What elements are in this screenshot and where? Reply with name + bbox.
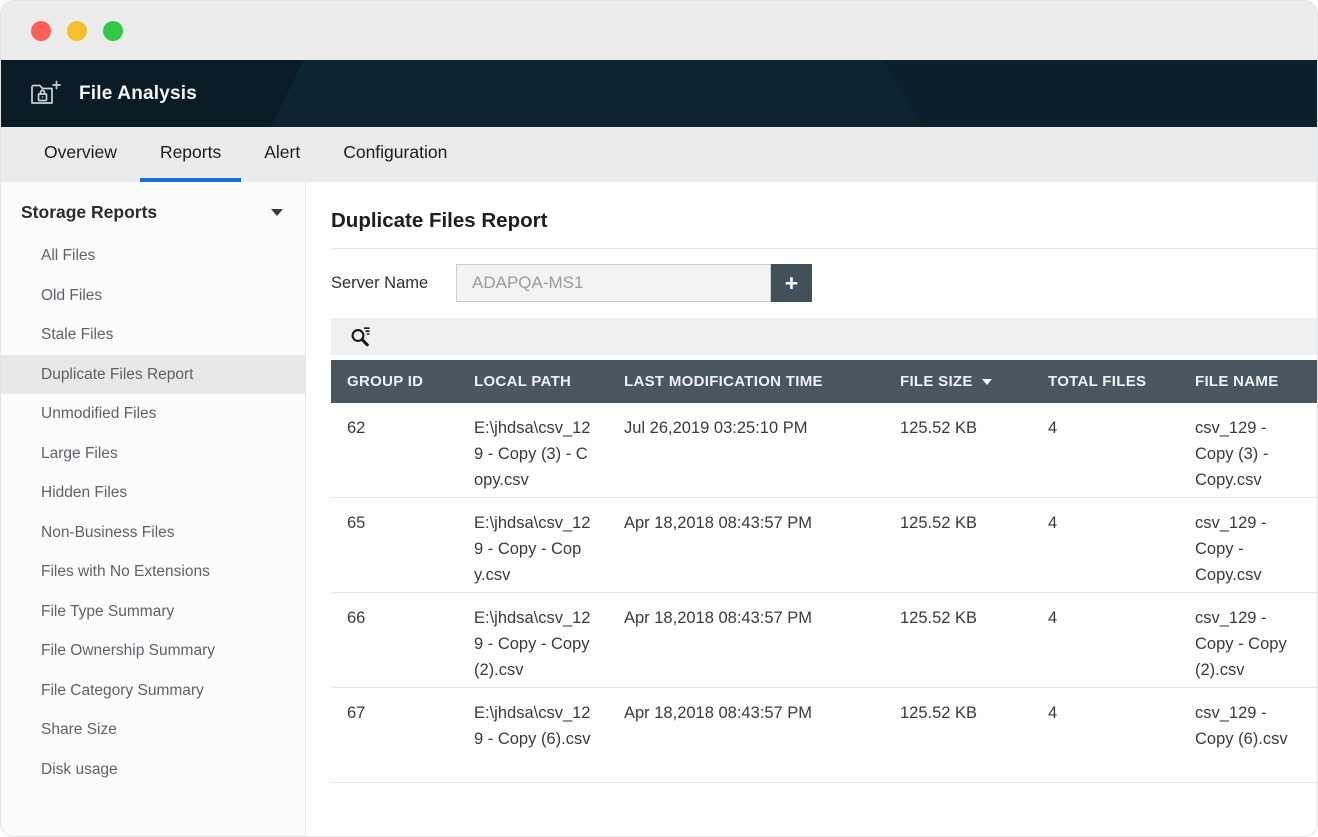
column-header-group-id[interactable]: GROUP ID xyxy=(347,373,424,390)
cell-file-name: csv_129 - Copy - Copy (2).csv xyxy=(1195,609,1287,679)
server-name-label: Server Name xyxy=(331,273,429,292)
cell-local-path: E:\jhdsa\csv_129 - Copy - Copy.csv xyxy=(474,514,591,584)
cell-file-size: 125.52 KB xyxy=(900,704,978,722)
add-server-button[interactable]: + xyxy=(771,264,812,302)
tab-reports[interactable]: Reports xyxy=(139,127,242,182)
table-row: 66 E:\jhdsa\csv_129 - Copy - Copy (2).csv… xyxy=(331,593,1317,688)
tab-configuration[interactable]: Configuration xyxy=(343,142,448,162)
sidebar-item-non-business-files[interactable]: Non-Business Files xyxy=(41,523,175,541)
sidebar-item-all-files[interactable]: All Files xyxy=(41,247,96,264)
sidebar-item-old-files[interactable]: Old Files xyxy=(41,286,103,304)
table-row: 65 E:\jhdsa\csv_129 - Copy - Copy.csv Apr … xyxy=(331,498,1317,593)
sidebar-group-label: Storage Reports xyxy=(21,202,158,222)
cell-last-modification-time: Apr 18,2018 08:43:57 PM xyxy=(624,609,813,627)
table-header-row: GROUP ID LOCAL PATH LAST MODIFICATION TIME… xyxy=(331,360,1317,403)
main-panel: Duplicate Files Report Server Name + xyxy=(306,182,1317,836)
cell-local-path: E:\jhdsa\csv_129 - Copy (3) - Copy.csv xyxy=(474,419,591,489)
sidebar-item-hidden-files[interactable]: Hidden Files xyxy=(41,484,128,501)
cell-file-size: 125.52 KB xyxy=(900,609,978,627)
sidebar-item-files-with-no-extensions[interactable]: Files with No Extensions xyxy=(41,563,210,580)
window-titlebar xyxy=(1,1,1317,60)
sidebar-item-file-type-summary[interactable]: File Type Summary xyxy=(41,602,175,620)
app-title: File Analysis xyxy=(79,82,198,104)
column-header-file-name[interactable]: FILE NAME xyxy=(1195,373,1279,390)
tab-overview[interactable]: Overview xyxy=(44,142,117,162)
cell-file-name: csv_129 - Copy (6).csv xyxy=(1195,704,1288,748)
sidebar: Storage Reports All Files Old Files Stale … xyxy=(1,182,306,836)
search-filter-icon[interactable] xyxy=(349,325,372,348)
cell-total-files: 4 xyxy=(1048,704,1058,722)
maximize-window-button[interactable] xyxy=(103,20,123,41)
table-body: 62 E:\jhdsa\csv_129 - Copy (3) - Copy.csv… xyxy=(331,403,1317,783)
sidebar-group-storage-reports[interactable]: Storage Reports xyxy=(1,192,305,236)
title-divider xyxy=(331,248,1317,249)
cell-group-id: 62 xyxy=(347,419,366,437)
sort-desc-icon xyxy=(981,378,992,385)
sidebar-item-file-category-summary[interactable]: File Category Summary xyxy=(41,681,204,699)
cell-file-size: 125.52 KB xyxy=(900,419,978,437)
cell-last-modification-time: Apr 18,2018 08:43:57 PM xyxy=(624,514,813,532)
sidebar-item-unmodified-files[interactable]: Unmodified Files xyxy=(41,405,157,422)
sidebar-item-list: All Files Old Files Stale Files Duplicate F… xyxy=(1,236,305,789)
cell-group-id: 65 xyxy=(347,514,366,532)
cell-total-files: 4 xyxy=(1048,514,1058,532)
column-header-local-path[interactable]: LOCAL PATH xyxy=(474,373,572,390)
cell-last-modification-time: Apr 18,2018 08:43:57 PM xyxy=(624,704,813,722)
sidebar-item-file-ownership-summary[interactable]: File Ownership Summary xyxy=(41,642,215,659)
tab-alert[interactable]: Alert xyxy=(264,142,301,162)
column-header-last-modification-time[interactable]: LAST MODIFICATION TIME xyxy=(624,373,823,390)
cell-file-name: csv_129 - Copy (3) - Copy.csv xyxy=(1195,419,1269,489)
cell-last-modification-time: Jul 26,2019 03:25:10 PM xyxy=(624,419,808,437)
duplicate-files-table: GROUP ID LOCAL PATH LAST MODIFICATION TIME… xyxy=(331,360,1317,783)
content-area: Storage Reports All Files Old Files Stale … xyxy=(1,182,1317,836)
cell-local-path: E:\jhdsa\csv_129 - Copy - Copy (2).csv xyxy=(474,609,591,679)
cell-file-name: csv_129 - Copy - Copy.csv xyxy=(1195,514,1267,584)
column-header-total-files[interactable]: TOTAL FILES xyxy=(1048,373,1147,390)
page-title: Duplicate Files Report xyxy=(331,209,548,232)
cell-local-path: E:\jhdsa\csv_129 - Copy (6).csv xyxy=(474,704,591,748)
table-row: 67 E:\jhdsa\csv_129 - Copy (6).csv Apr 18,… xyxy=(331,688,1317,783)
close-window-button[interactable] xyxy=(31,20,51,41)
column-header-file-size[interactable]: FILE SIZE xyxy=(884,373,1032,390)
sidebar-item-share-size[interactable]: Share Size xyxy=(41,721,117,738)
chevron-down-icon xyxy=(271,209,283,216)
tab-bar: Overview Reports Alert Configuration xyxy=(1,127,1317,182)
server-name-row: Server Name + xyxy=(331,264,1317,302)
cell-file-size: 125.52 KB xyxy=(900,514,978,532)
file-analysis-logo-icon xyxy=(29,78,63,110)
server-name-input[interactable] xyxy=(456,264,771,302)
app-header: File Analysis xyxy=(1,60,1317,127)
cell-total-files: 4 xyxy=(1048,609,1058,627)
cell-group-id: 67 xyxy=(347,704,366,722)
cell-group-id: 66 xyxy=(347,609,366,627)
sidebar-item-stale-files[interactable]: Stale Files xyxy=(41,326,114,343)
cell-total-files: 4 xyxy=(1048,419,1058,437)
table-row: 62 E:\jhdsa\csv_129 - Copy (3) - Copy.csv… xyxy=(331,403,1317,498)
sidebar-item-duplicate-files-report[interactable]: Duplicate Files Report xyxy=(1,354,305,394)
sidebar-item-disk-usage[interactable]: Disk usage xyxy=(41,760,118,778)
sidebar-item-large-files[interactable]: Large Files xyxy=(41,444,118,462)
table-toolbar xyxy=(331,318,1317,355)
minimize-window-button[interactable] xyxy=(67,20,87,41)
